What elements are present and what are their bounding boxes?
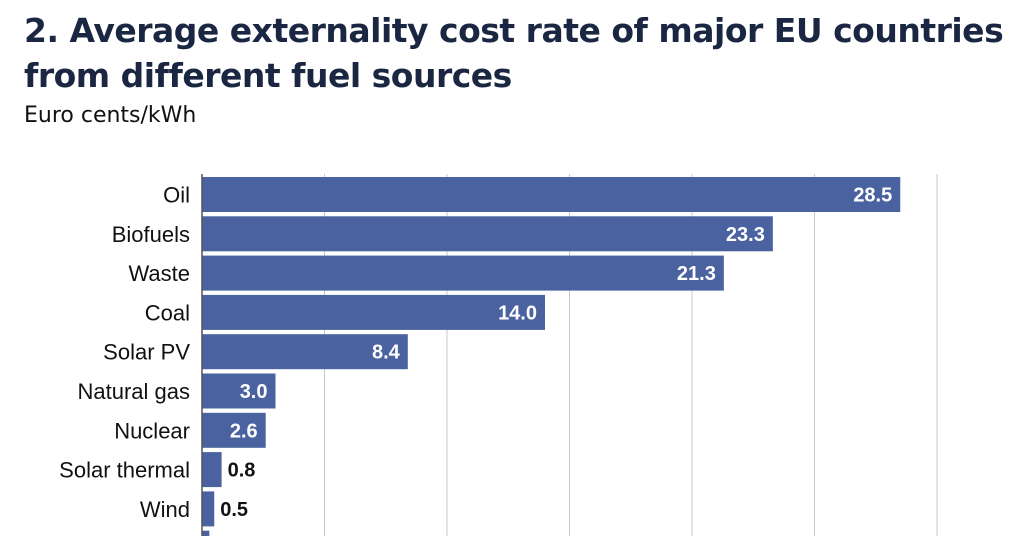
- category-label: Biofuels: [112, 222, 190, 247]
- bar: [202, 530, 210, 536]
- category-label: Nuclear: [114, 418, 190, 443]
- data-label: 8.4: [372, 342, 401, 364]
- bar: [202, 334, 408, 370]
- data-label: 0.8: [228, 460, 256, 482]
- chart-title: 2. Average externality cost rate of majo…: [24, 11, 1004, 95]
- data-label: 3.0: [240, 381, 268, 403]
- category-label: Natural gas: [77, 379, 190, 404]
- data-label: 2.6: [230, 420, 258, 442]
- bar: [202, 373, 276, 409]
- data-label: 14.0: [498, 302, 537, 324]
- bar: [202, 177, 901, 212]
- category-label: Wind: [140, 497, 190, 522]
- bar: [202, 412, 266, 448]
- bars: Oil 28.5 Biofuels 23.3 Waste 21.3 Coal 14.0 Sola…: [59, 174, 901, 536]
- category-label: Oil: [163, 183, 190, 208]
- bar: [202, 452, 222, 488]
- category-label: Waste: [128, 261, 190, 286]
- bar: [202, 216, 773, 252]
- category-label: Solar thermal: [59, 458, 190, 483]
- category-label: Coal: [145, 300, 190, 325]
- category-label: Solar PV: [103, 340, 190, 365]
- data-label: 28.5: [853, 185, 892, 207]
- data-label: 23.3: [726, 224, 765, 246]
- bar: [202, 255, 724, 291]
- bar: [202, 294, 545, 330]
- data-label: 0.5: [220, 499, 248, 521]
- bar: [202, 491, 215, 527]
- chart-subtitle: Euro cents/kWh: [24, 103, 197, 128]
- data-label: 21.3: [677, 263, 716, 285]
